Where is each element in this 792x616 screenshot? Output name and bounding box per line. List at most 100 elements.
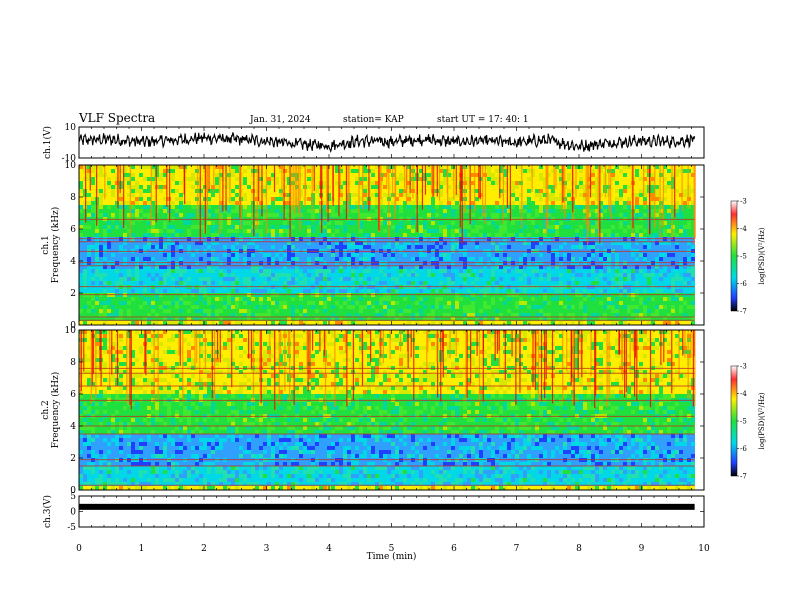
spectrogram-cell xyxy=(279,281,283,285)
spectrogram-cell xyxy=(139,233,143,237)
spectrogram-cell xyxy=(355,169,359,173)
spectrogram-cell xyxy=(351,181,355,185)
spectrogram-cell xyxy=(359,269,363,273)
spectrogram-cell xyxy=(603,273,607,277)
spectrogram-cell xyxy=(383,193,387,197)
spectrogram-cell xyxy=(455,209,459,213)
spectrogram-cell xyxy=(191,245,195,249)
spectrogram-cell xyxy=(267,281,271,285)
spectrogram-cell xyxy=(607,257,611,261)
spectrogram-cell xyxy=(611,253,615,257)
spectrogram-cell xyxy=(327,273,331,277)
spectrogram-cell xyxy=(391,205,395,209)
spectrogram-cell xyxy=(335,233,339,237)
spectrogram-cell xyxy=(195,277,199,281)
spectrogram-cell xyxy=(351,193,355,197)
spectrogram-cell xyxy=(199,253,203,257)
spectrogram-cell xyxy=(175,257,179,261)
spectrogram-cell xyxy=(439,245,443,249)
spectrogram-cell xyxy=(131,189,135,193)
spectrogram-cell xyxy=(319,205,323,209)
spectrogram-cell xyxy=(191,269,195,273)
spectrogram-cell xyxy=(659,273,663,277)
spectrogram-cell xyxy=(567,193,571,197)
spectrogram-cell xyxy=(79,201,83,205)
spectrogram-cell xyxy=(623,173,627,177)
spectrogram-cell xyxy=(79,281,83,285)
spectrogram-cell xyxy=(587,281,591,285)
spectrogram-cell xyxy=(475,225,479,229)
spectrogram-cell xyxy=(399,165,403,169)
spectrogram-cell xyxy=(643,273,647,277)
spectrogram-cell xyxy=(343,281,347,285)
spectrogram-cell xyxy=(91,197,95,201)
spectrogram-cell xyxy=(111,277,115,281)
spectrogram-cell xyxy=(283,253,287,257)
spectrogram-cell xyxy=(163,213,167,217)
spectrogram-cell xyxy=(531,197,535,201)
spectrogram-cell xyxy=(339,281,343,285)
spectrogram-cell xyxy=(303,281,307,285)
spectrogram-cell xyxy=(475,245,479,249)
spectrogram-cell xyxy=(275,245,279,249)
spectrogram-cell xyxy=(667,197,671,201)
spectrogram-cell xyxy=(475,209,479,213)
spectrogram-cell xyxy=(475,221,479,225)
spectrogram-cell xyxy=(279,273,283,277)
spectrogram-cell xyxy=(663,253,667,257)
spectrogram-cell xyxy=(175,225,179,229)
spectrogram-cell xyxy=(451,269,455,273)
spectrogram-cell xyxy=(647,205,651,209)
spectrogram-cell xyxy=(607,281,611,285)
spectrogram-cell xyxy=(555,221,559,225)
spectrogram-cell xyxy=(427,185,431,189)
spectrogram-cell xyxy=(199,229,203,233)
spectrogram-cell xyxy=(255,229,259,233)
spectrogram-cell xyxy=(471,281,475,285)
spectrogram-cell xyxy=(431,233,435,237)
spectrogram-cell xyxy=(91,185,95,189)
spectrogram-cell xyxy=(243,181,247,185)
spectrogram-cell xyxy=(335,253,339,257)
spectrogram-cell xyxy=(615,165,619,169)
spectrogram-cell xyxy=(175,245,179,249)
spectrogram-cell xyxy=(311,209,315,213)
spectrogram-cell xyxy=(535,201,539,205)
spectrogram-cell xyxy=(243,289,247,293)
spectrogram-cell xyxy=(667,205,671,209)
spectrogram-cell xyxy=(295,273,299,277)
spectrogram-cell xyxy=(515,277,519,281)
spectrogram-cell xyxy=(351,177,355,181)
spectrogram-cell xyxy=(627,177,631,181)
spectrogram-cell xyxy=(327,281,331,285)
spectrogram-cell xyxy=(579,277,583,281)
spectrogram-cell xyxy=(339,209,343,213)
spectrogram-cell xyxy=(127,245,131,249)
spectrogram-cell xyxy=(147,189,151,193)
spectrogram-cell xyxy=(299,273,303,277)
spectrogram-cell xyxy=(363,229,367,233)
spectrogram-cell xyxy=(423,197,427,201)
spectrogram-cell xyxy=(131,173,135,177)
spectrogram-cell xyxy=(279,257,283,261)
spectrogram-cell xyxy=(615,277,619,281)
spectrogram-cell xyxy=(119,213,123,217)
spectrogram-cell xyxy=(619,201,623,205)
spectrogram-cell xyxy=(683,269,687,273)
spectrogram-cell xyxy=(523,181,527,185)
spectrogram-cell xyxy=(431,225,435,229)
spectrogram-cell xyxy=(463,253,467,257)
spectrogram-cell xyxy=(147,169,151,173)
spectrogram-cell xyxy=(259,273,263,277)
spectrogram-cell xyxy=(407,201,411,205)
spectrogram-cell xyxy=(391,197,395,201)
spectrogram-cell xyxy=(459,273,463,277)
spectrogram-cell xyxy=(455,257,459,261)
spectrogram-cell xyxy=(507,269,511,273)
spectrogram-cell xyxy=(307,233,311,237)
spectrogram-cell xyxy=(371,281,375,285)
spectrogram-cell xyxy=(243,193,247,197)
spectrogram-cell xyxy=(207,229,211,233)
spectrogram-cell xyxy=(387,277,391,281)
spectrogram-cell xyxy=(351,205,355,209)
